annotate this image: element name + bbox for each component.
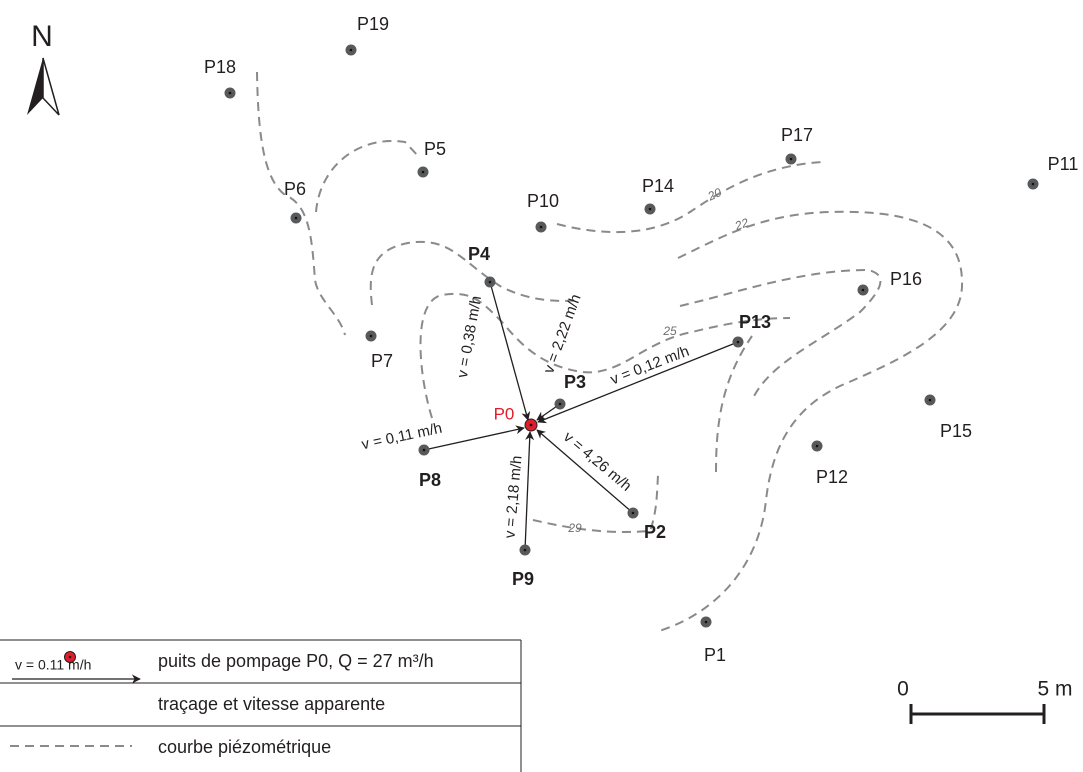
scale-end: 5 m: [1037, 678, 1072, 701]
contour-label: 25: [662, 324, 677, 338]
tracer-arrow: [489, 281, 531, 421]
legend-tracer-label: traçage et vitesse apparente: [158, 694, 385, 714]
contour-label: 29: [567, 521, 582, 535]
tracer-arrow: [524, 431, 535, 551]
contours: [256, 71, 964, 633]
legend: puits de pompage P0, Q = 27 m³/h v = 0.1…: [0, 639, 522, 772]
well-label: P2: [644, 522, 666, 542]
contour: [419, 292, 791, 419]
pumping-well-label: P0: [494, 404, 515, 423]
well-center: [228, 91, 232, 95]
legend-pumping-label: puits de pompage P0, Q = 27 m³/h: [158, 651, 434, 671]
tracer-velocity: v = 2,18 m/h: [501, 455, 525, 539]
well-label: P12: [816, 467, 848, 487]
tracer-arrow: [537, 341, 739, 424]
north-label: N: [31, 20, 53, 53]
well-center: [648, 207, 652, 211]
well-center: [631, 511, 635, 515]
well-label: P7: [371, 351, 393, 371]
well-label: P1: [704, 645, 726, 665]
well-label: P13: [739, 312, 771, 332]
contour: [256, 71, 346, 336]
well-label: P5: [424, 139, 446, 159]
well-center: [523, 548, 527, 552]
well-label: P6: [284, 179, 306, 199]
well-center: [349, 48, 353, 52]
well-center: [928, 398, 932, 402]
contour: [655, 210, 964, 633]
well-label: P18: [204, 57, 236, 77]
well-center: [488, 280, 492, 284]
well-center: [815, 444, 819, 448]
well-center: [539, 225, 543, 229]
tracer-velocity: v = 0,38 m/h: [454, 295, 485, 380]
well-label: P15: [940, 421, 972, 441]
tracer-velocity: v = 2,22 m/h: [540, 292, 584, 376]
well-center: [369, 334, 373, 338]
well-label: P4: [468, 244, 490, 264]
well-label: P16: [890, 269, 922, 289]
tracers: v = 0,38 m/h v = 2,22 m/h v = 0,12 m/hv = …: [360, 281, 739, 551]
contour: [369, 240, 581, 306]
contour: [532, 474, 659, 533]
contour-labels: 20 22 25 29: [567, 185, 750, 535]
contour: [679, 268, 882, 401]
contour: [556, 161, 823, 234]
well-center: [789, 157, 793, 161]
contour-label: 20: [705, 185, 724, 204]
well-label: P10: [527, 191, 559, 211]
well-center: [704, 620, 708, 624]
tracer-arrow: [536, 429, 634, 514]
well-label: P8: [419, 470, 441, 490]
contour: [715, 335, 753, 473]
north-arrow: [27, 57, 60, 116]
well-label: P3: [564, 372, 586, 392]
contour-label: 22: [732, 215, 751, 233]
pumping-well-center: [529, 423, 533, 427]
scale-bar: 0 5 m: [897, 678, 1073, 724]
well-center: [422, 448, 426, 452]
well-center: [294, 216, 298, 220]
contour: [315, 140, 421, 213]
well-label: P11: [1048, 154, 1079, 174]
well-center: [421, 170, 425, 174]
well-label: P19: [357, 14, 389, 34]
well-center: [736, 340, 740, 344]
well-label: P17: [781, 125, 813, 145]
scale-start: 0: [897, 678, 909, 701]
legend-tracer-sample: v = 0.11 m/h: [15, 657, 91, 673]
well-label: P14: [642, 176, 674, 196]
legend-contour-label: courbe piézométrique: [158, 737, 331, 757]
wells: P18 P19 P5 P6 P10 P14 P17 P11 P4 P16 P13 P7 P3 P8 P15 P…: [204, 14, 1078, 665]
well-center: [1031, 182, 1035, 186]
tracer-velocity: v = 4,26 m/h: [560, 428, 634, 494]
well-center: [861, 288, 865, 292]
well-label: P9: [512, 569, 534, 589]
tracer-arrow: [423, 425, 525, 451]
well-center: [558, 402, 562, 406]
